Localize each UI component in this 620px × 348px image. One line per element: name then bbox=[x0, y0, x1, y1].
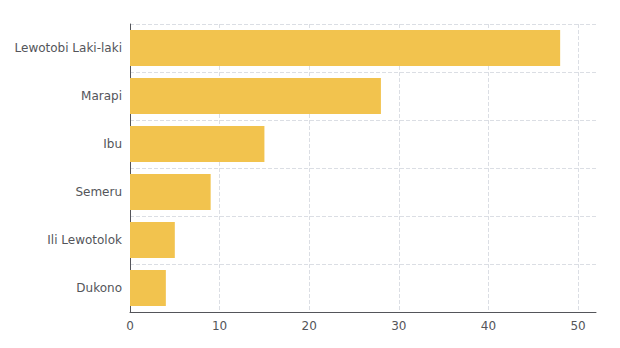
svg-text:40: 40 bbox=[481, 319, 496, 333]
svg-text:Marapi: Marapi bbox=[81, 89, 122, 103]
svg-text:50: 50 bbox=[570, 319, 585, 333]
svg-text:Semeru: Semeru bbox=[75, 185, 122, 199]
svg-text:0: 0 bbox=[126, 319, 134, 333]
svg-text:Lewotobi Laki-laki: Lewotobi Laki-laki bbox=[15, 41, 122, 55]
svg-text:Ili Lewotolok: Ili Lewotolok bbox=[47, 233, 122, 247]
svg-text:Ibu: Ibu bbox=[103, 137, 122, 151]
svg-text:20: 20 bbox=[302, 319, 317, 333]
svg-text:10: 10 bbox=[212, 319, 227, 333]
svg-text:30: 30 bbox=[391, 319, 406, 333]
svg-text:Dukono: Dukono bbox=[76, 281, 122, 295]
